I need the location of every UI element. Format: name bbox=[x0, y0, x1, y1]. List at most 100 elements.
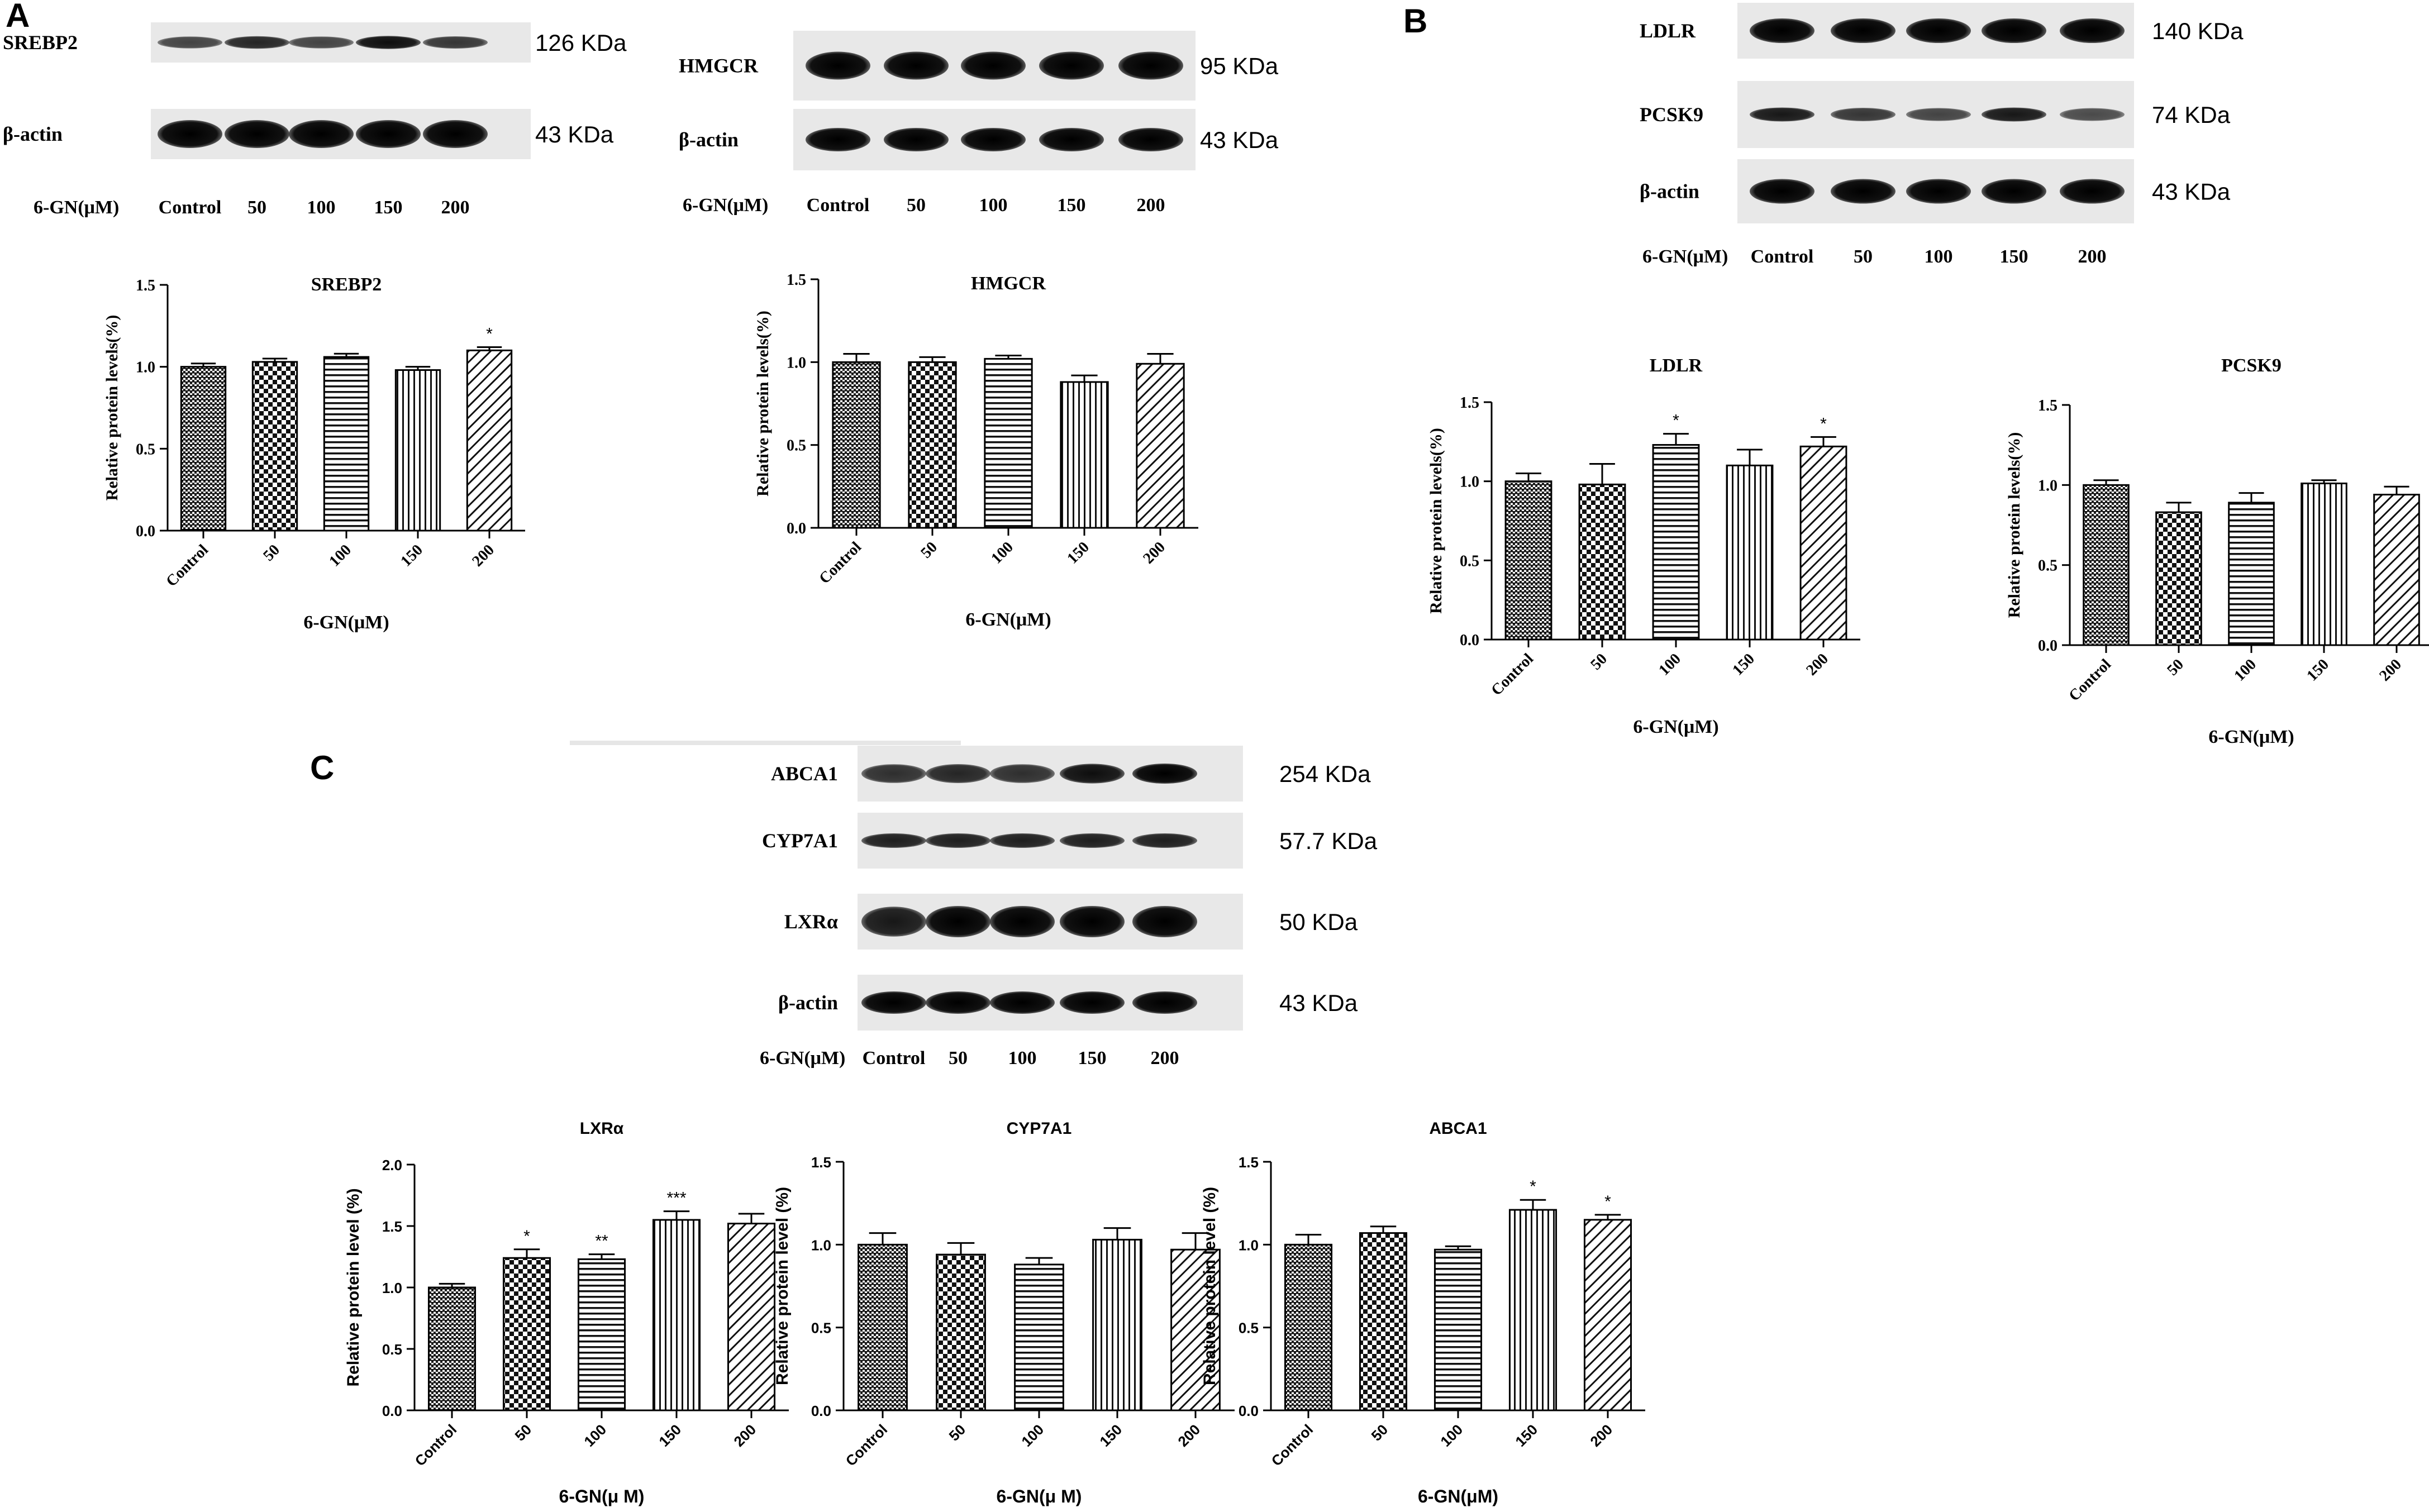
blot-band bbox=[225, 120, 289, 148]
bar bbox=[427, 1286, 477, 1411]
y-tick-label: 1.0 bbox=[2038, 477, 2057, 494]
significance-marker: *** bbox=[666, 1189, 686, 1208]
blot-group: SREBP2 126 KDa β-actin 43 KDa 6-GN(μM) Contro… bbox=[3, 22, 627, 218]
blot-band bbox=[423, 36, 488, 49]
bar-chart: CYP7A1 0.0 0.5 1.0 1.5 Relative protein level… bbox=[773, 1119, 1235, 1506]
blot-protein-label: LXRα bbox=[784, 910, 838, 933]
blot-band bbox=[1906, 18, 1971, 43]
molecular-weight-label: 57.7 KDa bbox=[1279, 828, 1378, 854]
significance-marker: * bbox=[1820, 414, 1827, 433]
bar-chart: HMGCR 0.0 0.5 1.0 1.5 Relative protein levels… bbox=[754, 271, 1198, 630]
bar bbox=[1359, 1232, 1408, 1411]
bar bbox=[1504, 480, 1552, 641]
bar bbox=[1583, 1219, 1632, 1411]
chart-title: PCSK9 bbox=[2221, 355, 2282, 376]
blot-band bbox=[806, 128, 870, 151]
blot-band bbox=[1982, 18, 2046, 43]
y-tick-label: 0.0 bbox=[1460, 632, 1479, 649]
blot-band bbox=[806, 51, 870, 80]
x-tick-label: 200 bbox=[1803, 650, 1832, 679]
blot-band bbox=[1132, 906, 1197, 937]
lane-dose-label: 100 bbox=[307, 197, 336, 218]
y-tick-label: 0.0 bbox=[382, 1403, 402, 1419]
y-tick-label: 0.5 bbox=[2038, 557, 2057, 575]
lane-dose-label: 200 bbox=[2078, 246, 2107, 267]
lane-dose-label: 100 bbox=[979, 195, 1008, 216]
x-axis-label: 6-GN(μM) bbox=[1633, 717, 1718, 737]
y-tick-label: 1.0 bbox=[811, 1237, 831, 1253]
blot-band bbox=[1060, 906, 1125, 937]
significance-marker: ** bbox=[595, 1232, 608, 1251]
blot-band bbox=[2060, 108, 2125, 121]
blot-band bbox=[1982, 107, 2046, 122]
blot-band bbox=[225, 36, 289, 49]
bar bbox=[466, 349, 513, 532]
bar bbox=[1092, 1238, 1142, 1411]
lane-dose-label: Control bbox=[863, 1048, 926, 1069]
y-tick-label: 0.0 bbox=[811, 1403, 831, 1419]
blot-band bbox=[961, 128, 1026, 151]
dose-axis-label: 6-GN(μM) bbox=[683, 195, 768, 216]
blot-band bbox=[1982, 179, 2046, 204]
bar bbox=[1060, 381, 1109, 529]
bar bbox=[251, 361, 298, 532]
y-tick-label: 1.0 bbox=[382, 1280, 402, 1296]
bar bbox=[2301, 482, 2347, 646]
western-blots: SREBP2 126 KDa β-actin 43 KDa 6-GN(μM) Contro… bbox=[3, 3, 2244, 1069]
y-tick-label: 0.5 bbox=[811, 1320, 831, 1337]
x-tick-label: 150 bbox=[397, 541, 426, 570]
x-tick-label: 50 bbox=[1587, 650, 1611, 674]
blot-protein-label: β-actin bbox=[1640, 180, 1699, 203]
lane-dose-label: 150 bbox=[1078, 1048, 1107, 1069]
blot-band bbox=[990, 833, 1055, 848]
y-tick-label: 1.5 bbox=[2038, 397, 2057, 414]
lane-dose-label: 200 bbox=[1151, 1048, 1179, 1069]
chart-title: LDLR bbox=[1650, 355, 1703, 376]
blot-protein-label: CYP7A1 bbox=[762, 829, 838, 852]
molecular-weight-label: 126 KDa bbox=[535, 30, 627, 56]
significance-marker: * bbox=[1673, 412, 1679, 430]
x-tick-label: 50 bbox=[260, 541, 283, 565]
lane-dose-label: 200 bbox=[1137, 195, 1165, 216]
blot-band bbox=[356, 120, 421, 148]
lane-dose-label: Control bbox=[807, 195, 870, 216]
y-tick-label: 0.5 bbox=[1239, 1320, 1259, 1337]
x-tick-label: 100 bbox=[988, 538, 1017, 567]
x-tick-label: 200 bbox=[1587, 1421, 1616, 1450]
panel-label-c: C bbox=[310, 749, 334, 786]
bar bbox=[1284, 1243, 1333, 1411]
blot-band bbox=[1039, 51, 1104, 80]
bar bbox=[727, 1223, 776, 1411]
x-tick-label: 150 bbox=[655, 1421, 684, 1450]
lane-dose-label: Control bbox=[1751, 246, 1814, 267]
molecular-weight-label: 43 KDa bbox=[535, 121, 614, 147]
x-tick-label: 50 bbox=[917, 538, 941, 562]
y-tick-label: 1.5 bbox=[136, 277, 155, 294]
molecular-weight-label: 74 KDa bbox=[2152, 102, 2231, 128]
blot-band bbox=[1132, 833, 1197, 848]
y-tick-label: 0.5 bbox=[1460, 552, 1479, 570]
molecular-weight-label: 50 KDa bbox=[1279, 909, 1358, 935]
blot-band bbox=[861, 991, 926, 1014]
blot-protein-label: β-actin bbox=[3, 123, 63, 145]
lane-dose-label: 100 bbox=[1925, 246, 1953, 267]
x-axis-label: 6-GN(μ M) bbox=[997, 1486, 1082, 1506]
dose-axis-label: 6-GN(μM) bbox=[1642, 246, 1728, 267]
bar bbox=[180, 366, 227, 532]
x-tick-label: 100 bbox=[2231, 656, 2260, 685]
blot-band bbox=[990, 764, 1055, 783]
x-axis-label: 6-GN(μM) bbox=[965, 609, 1051, 630]
significance-marker: * bbox=[486, 325, 493, 343]
y-axis-label: Relative protein level (%) bbox=[773, 1187, 792, 1385]
blot-band bbox=[1060, 764, 1125, 784]
blot-band bbox=[1118, 51, 1183, 80]
bar bbox=[652, 1219, 701, 1411]
bar bbox=[2083, 484, 2130, 646]
y-tick-label: 1.5 bbox=[811, 1154, 831, 1171]
blot-band bbox=[2060, 179, 2125, 204]
blot-group: HMGCR 95 KDa β-actin 43 KDa 6-GN(μM) Control 5… bbox=[679, 31, 1279, 216]
blot-band bbox=[926, 991, 990, 1014]
molecular-weight-label: 140 KDa bbox=[2152, 18, 2244, 44]
bar bbox=[2228, 502, 2275, 646]
